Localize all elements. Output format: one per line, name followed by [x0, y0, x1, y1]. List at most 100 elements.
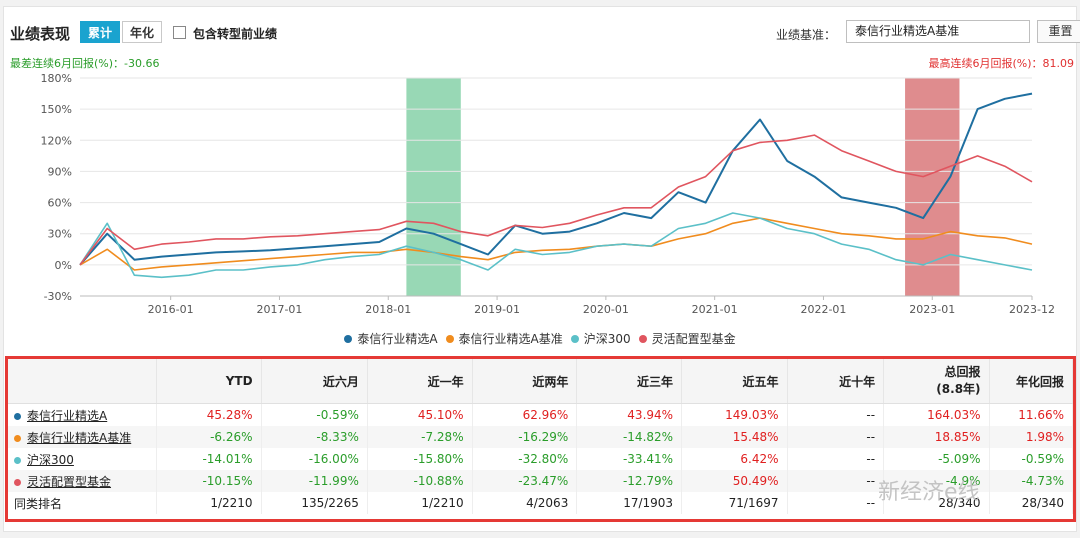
tab-annualized[interactable]: 年化 [122, 21, 163, 43]
legend-item[interactable]: 沪深300 [570, 330, 631, 347]
table-cell: -4.9% [883, 470, 990, 492]
x-tick-label: 2018-01 [365, 303, 411, 316]
table-cell: -4.73% [989, 470, 1074, 492]
include-pre-transition-checkbox[interactable] [173, 26, 186, 39]
table-cell: -- [787, 448, 885, 470]
table-cell: -14.82% [576, 426, 683, 448]
table-cell: 164.03% [883, 403, 990, 426]
y-tick-label: 0% [55, 259, 72, 272]
table-cell: 43.94% [576, 403, 683, 426]
table-cell: -5.09% [883, 448, 990, 470]
table-cell: -10.15% [156, 470, 262, 492]
column-header: 总回报 (8.8年) [883, 359, 990, 404]
table-row: 泰信行业精选A基准 -6.26% -8.33% -7.28% -16.29% -14.82… [8, 426, 1074, 448]
watermark-logo: 新经济e线 [878, 480, 980, 505]
x-tick-label: 2017-01 [256, 303, 302, 316]
table-cell: -10.88% [367, 470, 473, 492]
x-tick-label: 2021-01 [692, 303, 738, 316]
table-row: 同类排名 1/2210 135/2265 1/2210 4/2063 17/1903 71/… [8, 492, 1074, 514]
y-tick-label: 180% [41, 72, 72, 85]
table-cell: 15.48% [681, 426, 788, 448]
fund-link[interactable]: 沪深300 [27, 452, 74, 467]
series-line-2 [79, 212, 1033, 279]
benchmark-label: 业绩基准： [776, 28, 837, 42]
table-header-row: YTD 近六月 近一年 近两年 近三年 近五年 近十年 总回报 (8.8年) 年化回报 [8, 359, 1074, 404]
table-cell: -33.41% [576, 448, 683, 470]
returns-table: YTD 近六月 近一年 近两年 近三年 近五年 近十年 总回报 (8.8年) 年化回报 泰信行业精… [8, 359, 1074, 514]
table-cell: 62.96% [472, 403, 578, 426]
table-cell: 50.49% [681, 470, 788, 492]
x-tick-label: 2016-01 [148, 303, 194, 316]
x-tick-label: 2022-01 [800, 303, 846, 316]
legend-label: 灵活配置型基金 [651, 332, 736, 346]
benchmark-input[interactable]: 泰信行业精选A基准 [846, 20, 1030, 43]
table-cell: -- [787, 470, 885, 492]
y-tick-label: 120% [41, 134, 72, 147]
series-dot-icon [14, 412, 21, 420]
returns-table-highlight: YTD 近六月 近一年 近两年 近三年 近五年 近十年 总回报 (8.8年) 年化回报 泰信行业精… [5, 356, 1076, 522]
column-header: 近一年 [367, 359, 473, 404]
y-tick-label: 60% [48, 197, 72, 210]
legend-label: 泰信行业精选A [357, 332, 438, 346]
reset-button[interactable]: 重置 [1037, 20, 1080, 43]
table-cell: -- [787, 426, 885, 448]
column-header: 近五年 [681, 359, 788, 404]
table-cell: -16.29% [472, 426, 578, 448]
column-header: 年化回报 [989, 359, 1074, 404]
table-cell: -0.59% [261, 403, 368, 426]
header-bar: 业绩表现 累计 年化 包含转型前业绩 业绩基准： 泰信行业精选A基准 重置 [10, 16, 1080, 44]
table-cell: -11.99% [261, 470, 368, 492]
table-cell: 17/1903 [576, 492, 683, 514]
panel-title: 业绩表现 [10, 25, 71, 43]
column-header [8, 359, 157, 404]
table-cell: -15.80% [367, 448, 473, 470]
fund-link[interactable]: 泰信行业精选A基准 [27, 430, 132, 445]
legend-item[interactable]: 泰信行业精选A基准 [445, 330, 563, 347]
column-header: 近两年 [472, 359, 578, 404]
row-name[interactable]: 灵活配置型基金 [8, 470, 157, 492]
legend-label: 泰信行业精选A基准 [458, 332, 563, 346]
table-row: 泰信行业精选A 45.28% -0.59% 45.10% 62.96% 43.94% 149… [8, 403, 1074, 426]
row-name[interactable]: 沪深300 [8, 448, 157, 470]
x-tick-label: 2019-01 [474, 303, 520, 316]
fund-link[interactable]: 泰信行业精选A [27, 408, 108, 423]
table-cell: 45.10% [367, 403, 473, 426]
table-cell: 28/340 [883, 492, 990, 514]
row-name[interactable]: 泰信行业精选A [8, 403, 157, 426]
table-cell: 149.03% [681, 403, 788, 426]
performance-line-chart: 180% 150% 120% 90% 60% 30% 0% -30% 2016-01 2017-0… [41, 72, 1055, 316]
table-cell: -0.59% [989, 448, 1074, 470]
chart-legend: 泰信行业精选A 泰信行业精选A基准 沪深300 灵活配置型基金 [0, 330, 1080, 347]
table-row: 沪深300 -14.01% -16.00% -15.80% -32.80% -33.41%… [8, 448, 1074, 470]
table-cell: -- [787, 403, 885, 426]
table-cell: 11.66% [989, 403, 1074, 426]
table-cell: -14.01% [156, 448, 262, 470]
series-dot-icon [14, 456, 21, 464]
series-dot-icon [14, 478, 21, 486]
table-cell: 1.98% [989, 426, 1074, 448]
table-cell: -23.47% [472, 470, 578, 492]
y-tick-label: -30% [44, 290, 72, 303]
legend-item[interactable]: 泰信行业精选A [344, 330, 438, 347]
series-line-1 [79, 217, 1033, 271]
table-cell: 28/340 [989, 492, 1074, 514]
table-cell: 1/2210 [156, 492, 262, 514]
legend-dot-icon [570, 335, 579, 343]
legend-label: 沪深300 [583, 332, 631, 346]
include-pre-transition-label: 包含转型前业绩 [193, 27, 278, 41]
table-cell: -12.79% [576, 470, 683, 492]
worst-6m-return: 最差连续6月回报(%)：-30.66 [10, 57, 160, 70]
table-cell: -7.28% [367, 426, 473, 448]
row-name[interactable]: 泰信行业精选A基准 [8, 426, 157, 448]
table-cell: -8.33% [261, 426, 368, 448]
table-cell: 71/1697 [681, 492, 788, 514]
series-line-0 [79, 92, 1033, 266]
column-header: 近六月 [261, 359, 368, 404]
legend-dot-icon [638, 335, 647, 343]
table-cell: -32.80% [472, 448, 578, 470]
x-tick-label: 2023-01 [909, 303, 955, 316]
legend-item[interactable]: 灵活配置型基金 [638, 330, 736, 347]
tab-cumulative[interactable]: 累计 [80, 21, 121, 43]
fund-link[interactable]: 灵活配置型基金 [27, 474, 112, 489]
table-cell: 135/2265 [261, 492, 368, 514]
